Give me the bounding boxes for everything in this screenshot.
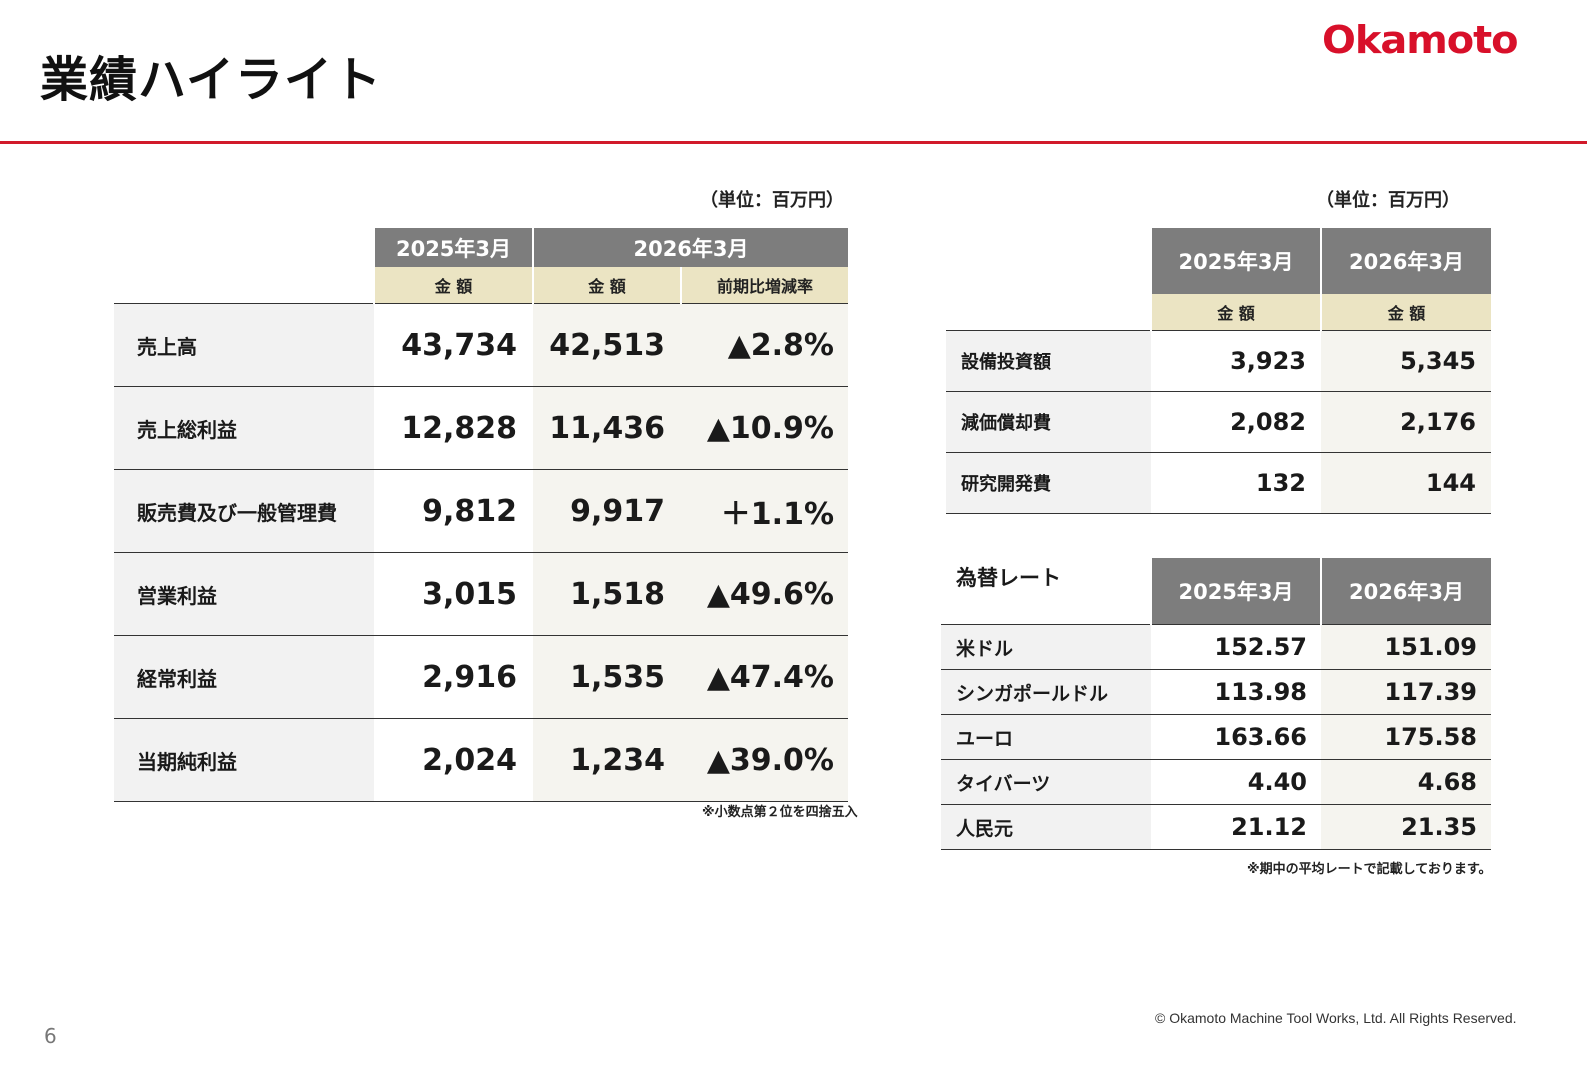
row-label: 減価償却費 xyxy=(946,391,1151,453)
cell-fy2025: 4.40 xyxy=(1151,759,1321,805)
capex-table: 2025年3月 2026年3月 金 額 金 額 設備投資額 3,923 5,345 減… xyxy=(946,228,1491,514)
cell-fy2025: 163.66 xyxy=(1151,714,1321,760)
row-label: 米ドル xyxy=(941,624,1151,670)
cell-fy2026: 2,176 xyxy=(1321,391,1491,453)
fx-note: ※期中の平均レートで記載しております。 xyxy=(1247,862,1492,877)
cell-fy2026: 5,345 xyxy=(1321,330,1491,392)
company-logo: Okamoto xyxy=(1322,18,1519,62)
header-blank xyxy=(114,228,374,267)
subheader-blank xyxy=(946,294,1151,331)
cell-fy2025: 113.98 xyxy=(1151,669,1321,715)
cell-fy2025: 3,923 xyxy=(1151,330,1321,392)
cell-fy2026: 11,436 xyxy=(533,386,681,470)
cell-fy2026: 175.58 xyxy=(1321,714,1491,760)
cell-fy2025: 2,082 xyxy=(1151,391,1321,453)
row-label: 売上総利益 xyxy=(114,386,374,470)
cell-fy2025: 43,734 xyxy=(374,303,533,387)
cell-fy2025: 2,916 xyxy=(374,635,533,719)
cell-change: ▲47.4% xyxy=(681,635,848,719)
subheader-change: 前期比増減率 xyxy=(680,267,848,304)
cell-change: ▲49.6% xyxy=(681,552,848,636)
header-fy2026: 2026年3月 xyxy=(1320,558,1491,625)
cell-fy2025: 21.12 xyxy=(1151,804,1321,850)
row-label: シンガポールドル xyxy=(941,669,1151,715)
table-row: 販売費及び一般管理費 9,812 9,917 ＋1.1% xyxy=(114,469,848,553)
cell-change: ＋1.1% xyxy=(681,469,848,553)
header-fy2026: 2026年3月 xyxy=(1320,228,1491,294)
table-row: 売上総利益 12,828 11,436 ▲10.9% xyxy=(114,386,848,470)
row-label: 経常利益 xyxy=(114,635,374,719)
table-row: 研究開発費 132 144 xyxy=(946,452,1491,514)
cell-fy2026: 1,518 xyxy=(533,552,681,636)
fx-table: 為替レート 2025年3月 2026年3月 米ドル 152.57 151.09 シンガ… xyxy=(941,558,1491,850)
subheader-blank xyxy=(114,267,374,304)
row-label: 当期純利益 xyxy=(114,718,374,802)
row-label: ユーロ xyxy=(941,714,1151,760)
table-row: 当期純利益 2,024 1,234 ▲39.0% xyxy=(114,718,848,802)
cell-fy2026: 9,917 xyxy=(533,469,681,553)
subheader-amount-2025: 金 額 xyxy=(373,267,533,304)
table-row: 設備投資額 3,923 5,345 xyxy=(946,330,1491,392)
performance-table: 2025年3月 2026年3月 金 額 金 額 前期比増減率 売上高 43,734… xyxy=(114,228,848,802)
row-label: 売上高 xyxy=(114,303,374,387)
table-row: 人民元 21.12 21.35 xyxy=(941,804,1491,850)
cell-fy2026: 21.35 xyxy=(1321,804,1491,850)
cell-fy2025: 132 xyxy=(1151,452,1321,514)
header-fy2025: 2025年3月 xyxy=(1150,228,1321,294)
table-row: ユーロ 163.66 175.58 xyxy=(941,714,1491,760)
table-row: 営業利益 3,015 1,518 ▲49.6% xyxy=(114,552,848,636)
cell-change: ▲39.0% xyxy=(681,718,848,802)
cell-change: ▲10.9% xyxy=(681,386,848,470)
cell-fy2026: 42,513 xyxy=(533,303,681,387)
header-fy2025: 2025年3月 xyxy=(373,228,533,267)
row-label: タイバーツ xyxy=(941,759,1151,805)
table-row: シンガポールドル 113.98 117.39 xyxy=(941,669,1491,715)
cell-fy2025: 12,828 xyxy=(374,386,533,470)
subheader-amount-2025: 金 額 xyxy=(1150,294,1321,331)
copyright: © Okamoto Machine Tool Works, Ltd. All R… xyxy=(1155,1010,1517,1026)
performance-note: ※小数点第２位を四捨五入 xyxy=(702,805,858,820)
cell-fy2025: 152.57 xyxy=(1151,624,1321,670)
performance-unit-label: （単位：百万円） xyxy=(700,190,844,211)
cell-fy2025: 9,812 xyxy=(374,469,533,553)
header-blank xyxy=(946,228,1151,294)
fx-title: 為替レート xyxy=(956,566,1061,590)
cell-fy2026: 4.68 xyxy=(1321,759,1491,805)
header-fy2026: 2026年3月 xyxy=(532,228,848,267)
page-title: 業績ハイライト xyxy=(40,52,383,108)
row-label: 販売費及び一般管理費 xyxy=(114,469,374,553)
header-divider xyxy=(0,141,1587,144)
table-row: タイバーツ 4.40 4.68 xyxy=(941,759,1491,805)
table-row: 経常利益 2,916 1,535 ▲47.4% xyxy=(114,635,848,719)
header-fy2025: 2025年3月 xyxy=(1150,558,1321,625)
capex-unit-label: （単位：百万円） xyxy=(1316,190,1460,211)
table-row: 米ドル 152.57 151.09 xyxy=(941,624,1491,670)
table-row: 売上高 43,734 42,513 ▲2.8% xyxy=(114,303,848,387)
row-label: 営業利益 xyxy=(114,552,374,636)
cell-fy2025: 3,015 xyxy=(374,552,533,636)
page-number: 6 xyxy=(44,1024,57,1048)
subheader-amount-2026: 金 額 xyxy=(532,267,681,304)
cell-fy2025: 2,024 xyxy=(374,718,533,802)
cell-fy2026: 117.39 xyxy=(1321,669,1491,715)
subheader-amount-2026: 金 額 xyxy=(1320,294,1491,331)
cell-fy2026: 151.09 xyxy=(1321,624,1491,670)
cell-fy2026: 1,535 xyxy=(533,635,681,719)
cell-change: ▲2.8% xyxy=(681,303,848,387)
row-label: 研究開発費 xyxy=(946,452,1151,514)
cell-fy2026: 144 xyxy=(1321,452,1491,514)
row-label: 人民元 xyxy=(941,804,1151,850)
cell-fy2026: 1,234 xyxy=(533,718,681,802)
table-row: 減価償却費 2,082 2,176 xyxy=(946,391,1491,453)
row-label: 設備投資額 xyxy=(946,330,1151,392)
